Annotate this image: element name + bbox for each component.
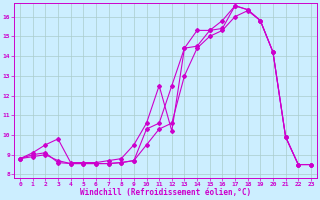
X-axis label: Windchill (Refroidissement éolien,°C): Windchill (Refroidissement éolien,°C) [80, 188, 251, 197]
